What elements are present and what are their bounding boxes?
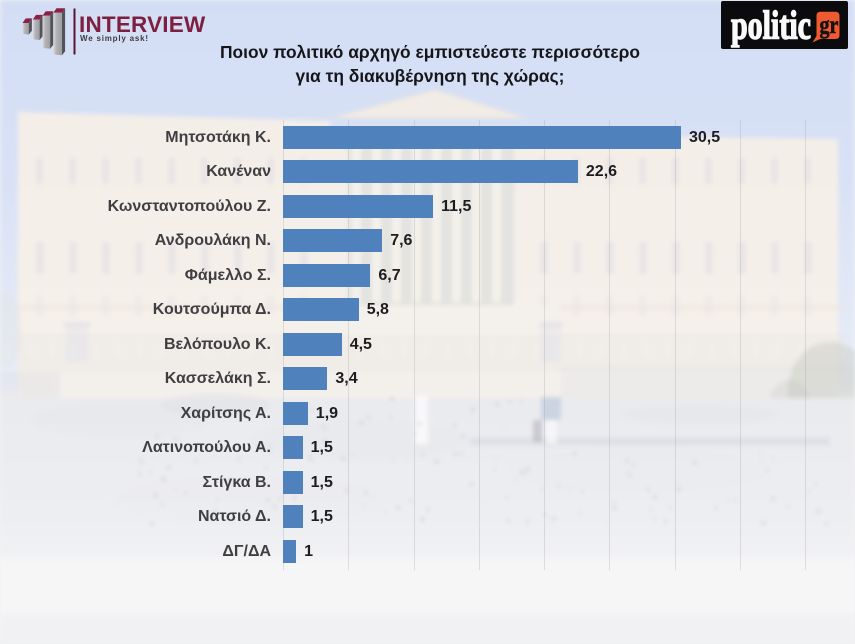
svg-text:politic: politic [731, 3, 811, 48]
svg-text:gr: gr [820, 12, 839, 39]
